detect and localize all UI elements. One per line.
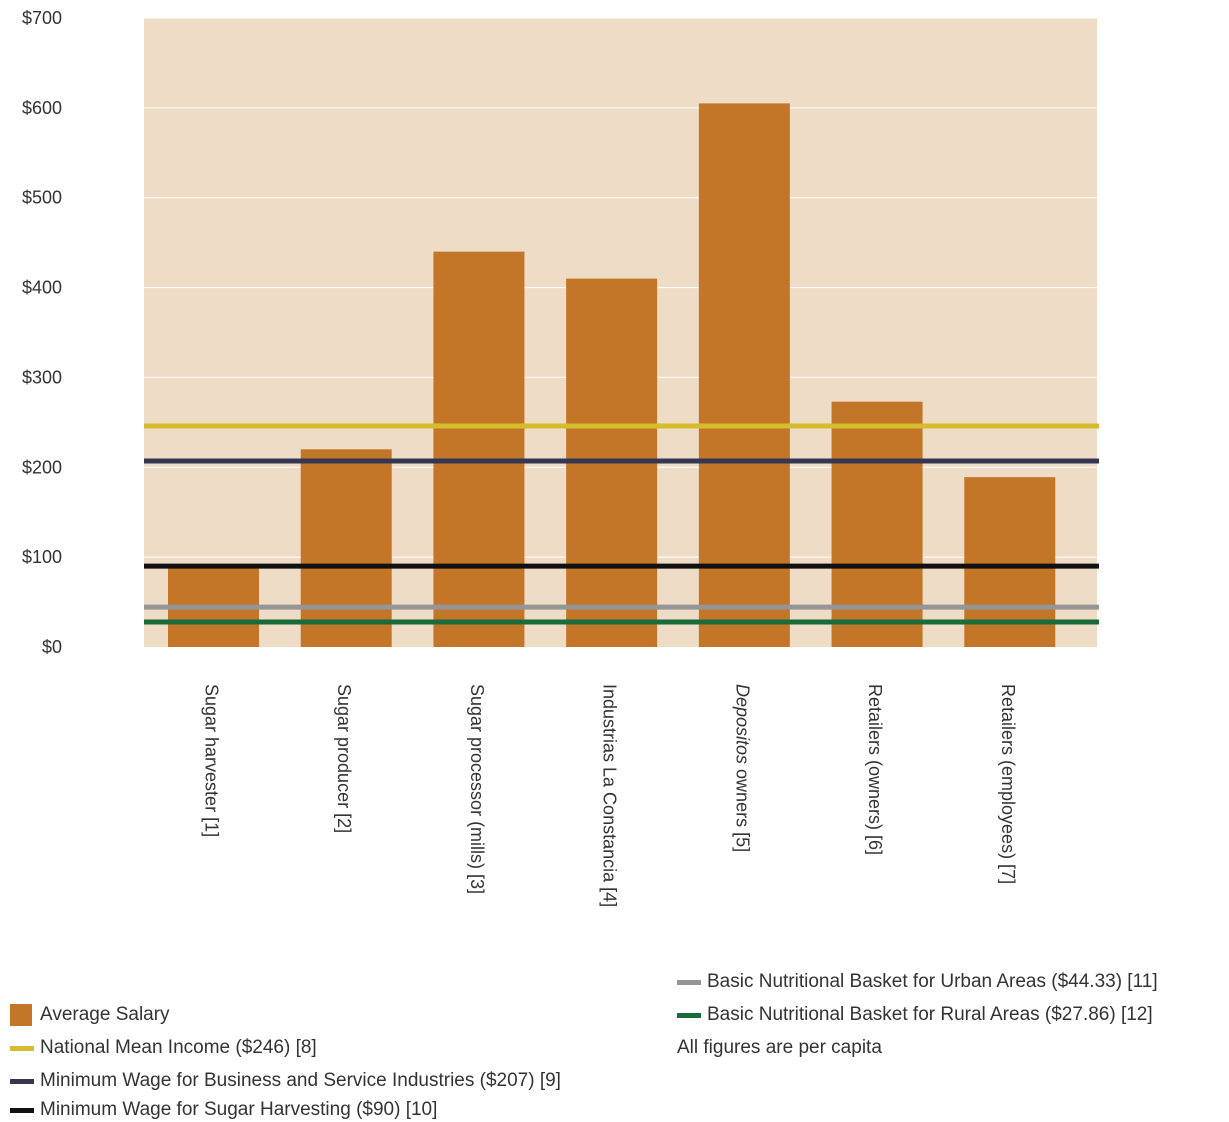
x-category-label: Retailers (owners) [6] [865,684,885,855]
y-tick-label: $100 [22,547,62,567]
bar [831,401,923,647]
x-category-label-text: Sugar processor (mills) [3] [467,684,487,894]
per-capita-note-text: All figures are per capita [677,1037,882,1058]
legend-label-min-wage-business: Minimum Wage for Business and Service In… [40,1070,561,1091]
legend-label-basket-urban: Basic Nutritional Basket for Urban Areas… [707,971,1158,992]
legend-label-basket-rural: Basic Nutritional Basket for Rural Areas… [707,1004,1153,1025]
x-category-label: Industrias La Constancia [4] [600,684,620,907]
x-category-label: Sugar processor (mills) [3] [467,684,487,894]
bar [433,251,525,647]
x-category-label-text: Industrias La Constancia [4] [600,684,620,907]
x-category-label-text: Sugar producer [2] [334,684,354,833]
legend-label-min-wage-sugar: Minimum Wage for Sugar Harvesting ($90) … [40,1099,438,1120]
bar [698,103,790,648]
legend-swatch-basket-urban [677,979,701,985]
legend-swatch-min-wage-sugar [10,1107,34,1113]
per-capita-note: All figures are per capita [677,1036,882,1060]
y-tick-label: $300 [22,367,62,387]
y-tick-label: $700 [22,8,62,28]
legend-basket-urban: Basic Nutritional Basket for Urban Areas… [677,970,1158,994]
legend-national-mean-income: National Mean Income ($246) [8] [10,1036,317,1060]
legend-basket-rural: Basic Nutritional Basket for Rural Areas… [677,1003,1153,1027]
legend-label-national-mean-income: National Mean Income ($246) [8] [40,1037,317,1058]
x-category-label-text: Retailers (employees) [7] [998,684,1018,884]
x-category-label-text: Retailers (owners) [6] [865,684,885,855]
legend-min-wage-sugar: Minimum Wage for Sugar Harvesting ($90) … [10,1098,437,1122]
legend-average-salary: Average Salary [10,1003,170,1027]
x-category-label-text: owners [5] [732,764,752,852]
legend-min-wage-business: Minimum Wage for Business and Service In… [10,1069,561,1093]
x-category-label-text: Sugar harvester [1] [202,684,222,837]
x-category-label: Retailers (employees) [7] [998,684,1018,884]
legend-swatch-basket-rural [677,1012,701,1018]
x-category-label: Depositos owners [5] [732,684,752,852]
bar [300,449,392,647]
bar [964,477,1056,647]
y-tick-label: $600 [22,98,62,118]
y-tick-label: $200 [22,457,62,477]
x-category-label: Sugar producer [2] [334,684,354,833]
y-tick-label: $0 [42,637,62,657]
x-category-label: Sugar harvester [1] [202,684,222,837]
legend-label-average-salary: Average Salary [40,1004,170,1025]
x-category-label-italic: Depositos [732,684,752,764]
legend-swatch-national-mean-income [10,1045,34,1051]
legend-swatch-min-wage-business [10,1078,34,1084]
y-tick-label: $500 [22,188,62,208]
y-tick-label: $400 [22,278,62,298]
legend-swatch-average-salary [10,1004,32,1026]
